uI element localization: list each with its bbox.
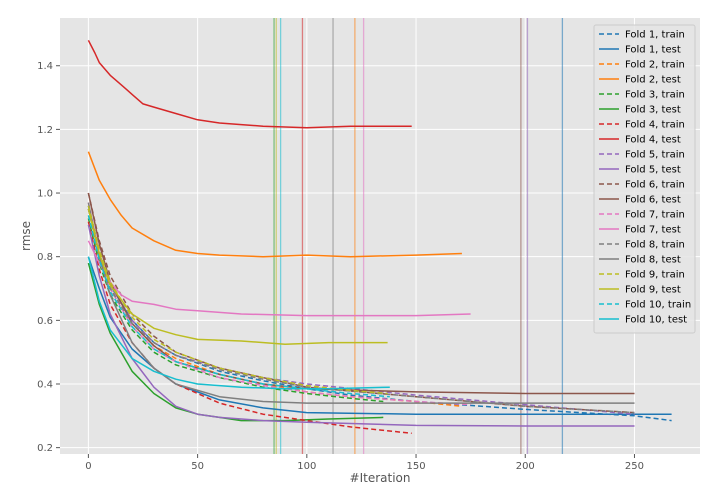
y-tick-label-0: 0.2 [37, 443, 53, 454]
y-tick-label-1: 0.4 [37, 379, 53, 390]
plot-background [60, 18, 700, 454]
series-line-19 [87, 215, 390, 398]
series-line-8 [87, 39, 412, 129]
series-line-18 [87, 208, 388, 345]
legend-label-2: Fold 1, test [625, 45, 681, 56]
legend-label-10: Fold 5, test [625, 165, 681, 176]
legend-label-4: Fold 2, test [625, 75, 681, 86]
legend-label-19: Fold 10, train [625, 300, 691, 311]
legend-label-9: Fold 5, train [625, 150, 685, 161]
legend-label-1: Fold 1, train [625, 30, 685, 41]
series-line-10 [87, 224, 635, 427]
series-line-4 [87, 151, 462, 258]
x-tick-label-1: 50 [191, 461, 204, 472]
x-tick-label-2: 100 [297, 461, 316, 472]
series-line-17 [87, 205, 388, 395]
legend-label-14: Fold 7, test [625, 225, 681, 236]
legend-label-5: Fold 3, train [625, 90, 685, 101]
legend-label-13: Fold 7, train [625, 210, 685, 221]
x-tick-label-0: 0 [85, 461, 91, 472]
y-tick-label-5: 1.2 [37, 125, 53, 136]
legend-label-12: Fold 6, test [625, 195, 681, 206]
y-tick-label-4: 1.0 [37, 189, 53, 200]
legend-label-20: Fold 10, test [625, 315, 687, 326]
legend-label-7: Fold 4, train [625, 120, 685, 131]
y-tick-label-6: 1.4 [37, 61, 53, 72]
series-line-20 [87, 256, 390, 390]
series-line-2 [87, 256, 672, 415]
series-line-14 [87, 240, 471, 317]
legend-label-3: Fold 2, train [625, 60, 685, 71]
x-tick-label-3: 150 [406, 461, 425, 472]
best-iteration-lines [273, 18, 564, 454]
legend-label-18: Fold 9, test [625, 285, 681, 296]
x-tick-label-5: 250 [625, 461, 644, 472]
legend-label-11: Fold 6, train [625, 180, 685, 191]
legend-label-8: Fold 4, test [625, 135, 681, 146]
series-lines [87, 39, 672, 435]
x-axis-label: #Iteration [350, 471, 411, 485]
legend-label-15: Fold 8, train [625, 240, 685, 251]
series-line-15 [87, 208, 635, 414]
legend: Fold 1, train Fold 1, test Fold 2, train Fo… [593, 24, 696, 334]
y-tick-label-2: 0.6 [37, 316, 53, 327]
legend-box [593, 24, 696, 334]
x-tick-label-4: 200 [516, 461, 535, 472]
y-tick-label-3: 0.8 [37, 252, 53, 263]
series-line-7 [87, 221, 412, 435]
x-axis-ticks: 0 50 100 150 200 250 [85, 454, 644, 472]
legend-label-16: Fold 8, test [625, 255, 681, 266]
y-axis-ticks: 0.2 0.4 0.6 0.8 1.0 1.2 1.4 [37, 61, 60, 454]
y-axis-label: rmse [19, 221, 33, 251]
legend-label-6: Fold 3, test [625, 105, 681, 116]
legend-label-17: Fold 9, train [625, 270, 685, 281]
series-line-6 [87, 262, 384, 422]
